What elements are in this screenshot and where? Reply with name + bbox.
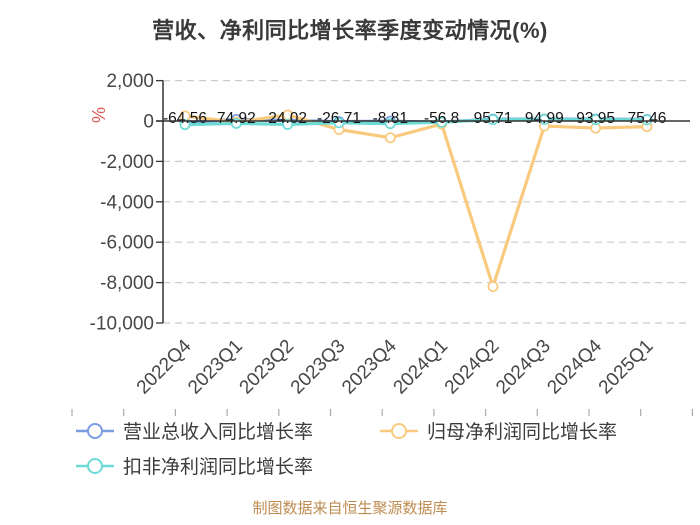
x-axis-label: 2024Q1 [390,336,453,399]
y-axis-label: -4,000 [100,192,154,213]
point-marker-s3 [179,119,191,131]
legend-item-series-1[interactable]: 营业总收入同比增长率 [75,417,313,444]
legend-row-1: 营业总收入同比增长率 归母净利润同比增长率 [75,417,617,444]
series-line-2 [183,113,649,289]
y-axis-label: -8,000 [100,273,154,294]
legend-item-series-3[interactable]: 扣非净利润同比增长率 [75,452,313,479]
y-axis-label: -2,000 [100,152,154,173]
point-marker-s2 [487,281,499,293]
point-marker-s3 [641,114,653,126]
legend-label: 扣非净利润同比增长率 [123,457,314,478]
point-marker-s3 [282,118,294,130]
x-axis-label: 2024Q2 [441,336,504,399]
legend-label: 营业总收入同比增长率 [123,422,314,443]
point-label: 75.46 [628,110,667,127]
series-line-3 [183,117,649,127]
legend-marker-icon [380,422,419,439]
x-axis-label: 2023Q3 [287,336,350,399]
point-label: 24.02 [268,110,307,127]
y-axis-label: 0 [143,112,154,133]
point-label: -64.56 [163,110,207,127]
point-marker-s3 [590,114,602,126]
y-axis-label: 2,000 [106,71,154,92]
point-label: 93.95 [576,110,615,127]
data-source-note: 制图数据来自恒生聚源数据库 [252,500,448,517]
y-axis-label: -6,000 [100,233,154,254]
point-marker-s2 [384,132,396,144]
point-marker-s3 [487,114,499,126]
x-axis-label: 2025Q1 [595,336,658,399]
x-axis-label: 2024Q4 [544,335,607,398]
legend-row-2: 扣非净利润同比增长率 [75,452,313,479]
y-axis-label: -10,000 [90,314,154,335]
x-axis-label: 2024Q3 [492,336,555,399]
x-axis-label: 2023Q1 [184,336,247,399]
line-chart-plot-area: 2,000 0 -2,000 -4,000 -6,000 -8,000 -10,000% 20… [71,71,694,416]
point-label: -8.81 [373,110,408,127]
legend-item-series-2[interactable]: 归母净利润同比增长率 [379,417,617,444]
x-axis-label: 2023Q4 [338,335,401,398]
page-title: 营收、净利同比增长率季度变动情况(%) [152,18,548,43]
y-axis-name: % [88,107,108,123]
point-label: -26.71 [317,110,361,127]
point-label: -56.8 [424,110,459,127]
legend-marker-icon [76,457,114,474]
point-marker-s3 [436,116,448,128]
legend-label: 归母净利润同比增长率 [427,422,618,443]
point-label: 95.71 [474,110,513,127]
x-axis-label: 2022Q4 [133,335,196,398]
x-axis-label: 2023Q2 [236,336,299,399]
legend-marker-icon [76,422,114,439]
point-label: 94.99 [525,110,564,127]
point-label: 74.92 [217,110,256,127]
